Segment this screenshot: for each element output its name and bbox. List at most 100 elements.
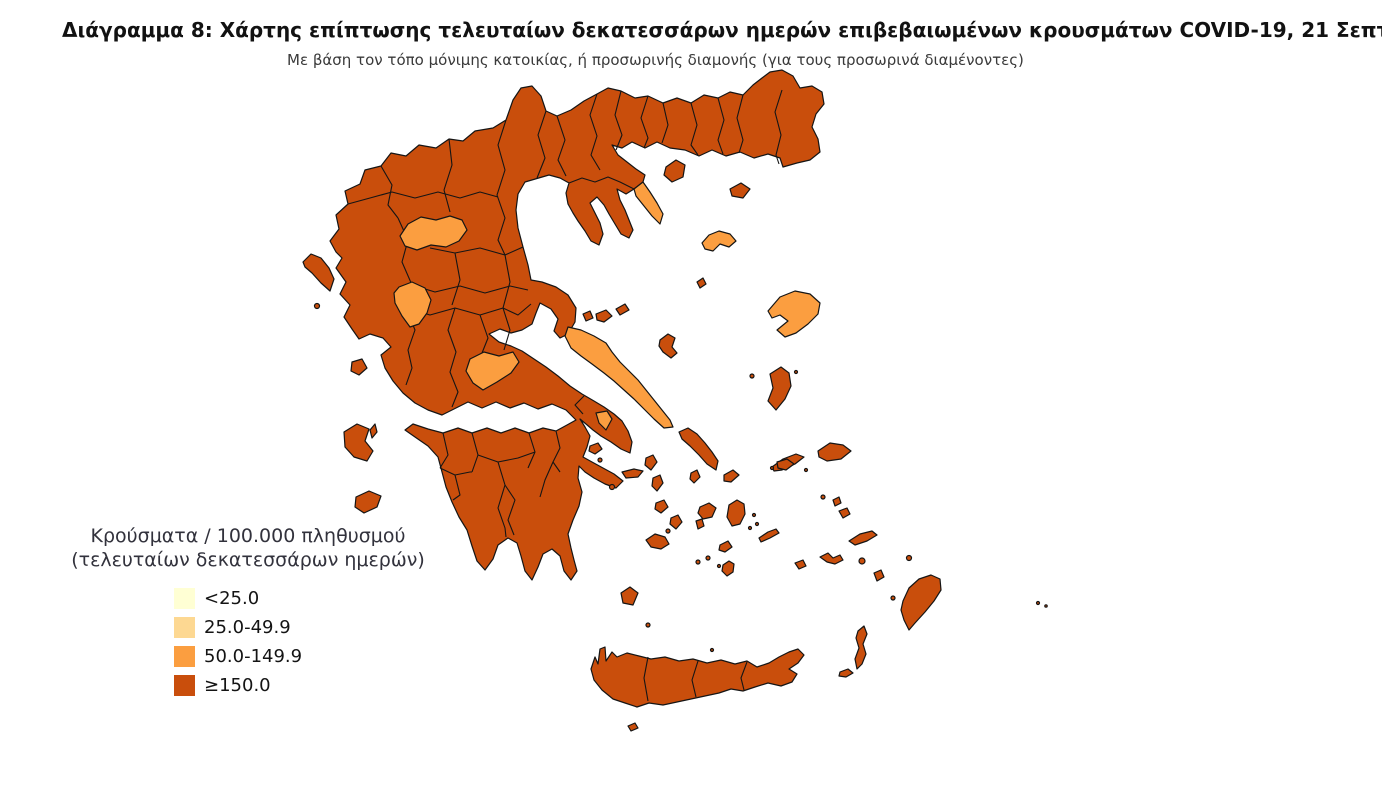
legend-label-25-49: 25.0-49.9 [204, 616, 291, 638]
island-spetses [608, 483, 616, 491]
island-naxos [726, 499, 746, 527]
island-folegandros [695, 559, 701, 565]
island-mykonos [776, 458, 795, 471]
island-patmos [820, 494, 826, 500]
region-voiotia [465, 351, 520, 391]
island-oinousses [793, 369, 799, 375]
page-subtitle: Με βάση τον τόπο μόνιμης κατοικίας, ή πρ… [287, 51, 1024, 69]
island-gavdos [627, 722, 639, 732]
islands-dodecanese [819, 494, 1048, 678]
legend-swatch-25-49 [174, 616, 195, 638]
island-nisyros [858, 557, 866, 565]
legend-row: 25.0-49.9 [174, 616, 436, 639]
island-kythira [620, 586, 639, 606]
island-paxoi [313, 302, 321, 310]
legend-swatch-50-149 [174, 645, 195, 667]
island-kythnos [651, 474, 664, 492]
legend-row: <25.0 [174, 587, 436, 610]
island-dia [709, 647, 715, 653]
island-kalymnos [838, 507, 851, 519]
island-astypalaia [819, 552, 844, 565]
island-sifnos [669, 514, 683, 530]
legend-row: 50.0-149.9 [174, 645, 436, 668]
island-kastellorizo [1035, 600, 1041, 606]
island-samos [817, 442, 852, 462]
island-milos [645, 533, 670, 550]
legend-swatch-ge150 [174, 674, 195, 696]
island-skiathos [582, 310, 594, 322]
island-lefkada [350, 358, 368, 376]
island-syros [689, 469, 701, 484]
island-skopelos [595, 309, 613, 323]
region-crete [590, 646, 805, 732]
legend-label-50-149: 50.0-149.9 [204, 645, 303, 667]
island-karpathos [854, 625, 868, 670]
island-kefalonia [343, 423, 374, 462]
region-borders [347, 89, 783, 538]
island-psara [749, 373, 755, 379]
legend-row: ≥150.0 [174, 674, 436, 697]
island-poros [597, 457, 603, 463]
region-arta [393, 281, 432, 328]
island-koufonisia [754, 521, 760, 527]
island-corfu [302, 253, 335, 292]
island-schinoussa [747, 525, 753, 531]
island-agios-efstratios [696, 277, 707, 289]
island-antiparos [695, 518, 705, 530]
island-leros [832, 496, 842, 507]
islands-cyclades [644, 427, 807, 577]
island-anafi [794, 559, 807, 570]
island-kea [644, 454, 658, 471]
island-santorini [721, 560, 735, 577]
legend-label-ge150: ≥150.0 [204, 674, 271, 696]
island-delos [769, 465, 775, 471]
island-skyros [658, 333, 678, 359]
crete-internal-borders [643, 656, 748, 702]
page-title: Διάγραμμα 8: Χάρτης επίπτωσης τελευταίων… [62, 18, 1382, 42]
island-thirasia [716, 563, 722, 569]
island-amorgos [758, 528, 780, 543]
island-fourni [803, 467, 809, 473]
island-rhodes [900, 574, 942, 631]
island-sikinos [705, 555, 711, 561]
region-lesvos [767, 290, 821, 338]
region-evia [564, 326, 674, 429]
region-limnos [701, 230, 737, 252]
island-ios [718, 540, 733, 553]
legend-label-lt25: <25.0 [204, 587, 260, 609]
island-tilos [873, 569, 885, 582]
region-athos-peninsula [633, 181, 664, 225]
island-thasos [663, 159, 686, 183]
island-donousa [751, 512, 757, 518]
island-serifos [654, 499, 669, 514]
islands-saronic [588, 442, 644, 491]
island-andros [678, 427, 719, 471]
region-grevena [399, 215, 468, 251]
island-aegina [588, 442, 603, 455]
region-west-attica-wedge [595, 410, 613, 431]
legend-title-line1: Κρούσματα / 100.000 πληθυσμού [90, 525, 406, 547]
island-hydra [621, 468, 644, 479]
island-kastellorizo-islet [1044, 604, 1048, 608]
island-kasos [838, 668, 854, 678]
legend: Κρούσματα / 100.000 πληθυσμού (τελευταίω… [60, 524, 436, 703]
islands-ionian [302, 253, 651, 628]
island-alonissos [615, 303, 630, 316]
island-chalki [890, 595, 896, 601]
island-samothraki [729, 182, 751, 199]
island-crete [590, 646, 805, 708]
legend-items: <25.0 25.0-49.9 50.0-149.9 ≥150.0 [60, 587, 436, 697]
island-symi [905, 554, 913, 562]
island-paros [697, 502, 717, 520]
legend-title-line2: (τελευταίων δεκατεσσάρων ημερών) [71, 549, 425, 572]
island-chios [767, 366, 792, 411]
island-kos [848, 530, 878, 546]
island-tinos [723, 469, 740, 483]
island-ithaki [369, 423, 378, 439]
island-zakynthos [354, 490, 382, 514]
region-mainland-greece [329, 69, 825, 581]
island-antikythera [645, 622, 651, 628]
islands-north-aegean [663, 159, 852, 473]
island-kimolos [665, 528, 671, 534]
